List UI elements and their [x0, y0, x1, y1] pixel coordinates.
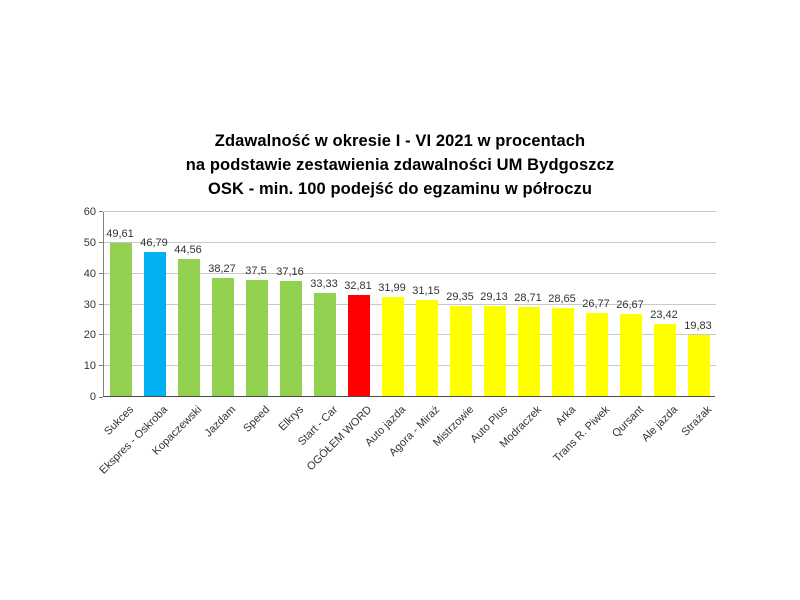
chart-title: Zdawalność w okresie I - VI 2021 w proce… [0, 129, 800, 201]
gridline [104, 241, 716, 243]
y-tick-label: 50 [83, 236, 96, 249]
gridline [104, 365, 716, 367]
gridline [104, 272, 716, 274]
bar [654, 323, 676, 396]
bar-value-label: 26,77 [582, 298, 610, 311]
gridline [104, 334, 716, 336]
y-tick-label: 60 [83, 206, 96, 218]
bar [348, 294, 370, 396]
bar [144, 251, 166, 396]
bar-value-label: 38,27 [208, 263, 236, 275]
y-tick-label: 0 [89, 391, 96, 403]
bar-value-label: 31,15 [412, 284, 440, 297]
y-tick-mark [99, 241, 103, 243]
bar [586, 313, 608, 396]
bar [518, 307, 540, 396]
bar-value-label: 29,13 [480, 291, 508, 304]
y-tick-label: 30 [83, 298, 96, 311]
y-tick-mark [99, 334, 103, 336]
y-tick-label: 40 [83, 267, 96, 280]
bar [280, 281, 302, 396]
chart-title-line-3: OSK - min. 100 podejść do egzaminu w pół… [207, 180, 593, 198]
chart-title-line-2: na podstawie zestawienia zdawalności UM … [185, 156, 615, 174]
y-tick-label: 20 [83, 329, 96, 342]
y-tick-mark [99, 272, 103, 274]
y-tick-mark [99, 211, 103, 212]
y-tick-mark [99, 397, 103, 398]
bar [382, 297, 404, 396]
bar [178, 258, 200, 396]
bar-value-label: 49,61 [106, 228, 134, 241]
y-tick-label: 10 [83, 360, 96, 373]
bar-value-label: 31,99 [378, 282, 406, 295]
bar [110, 243, 132, 396]
bar [314, 293, 336, 396]
bar-value-label: 19,83 [684, 319, 712, 332]
gridline [104, 303, 716, 305]
bar-value-label: 37,5 [245, 265, 267, 278]
gridline [104, 211, 716, 212]
bar-value-label: 33,33 [310, 278, 338, 291]
bar-value-label: 44,56 [174, 243, 202, 256]
plot-area [103, 211, 716, 397]
bar-value-label: 29,35 [446, 290, 474, 303]
bar [620, 313, 642, 396]
bar [450, 305, 472, 396]
chart-title-line-1: Zdawalność w okresie I - VI 2021 w proce… [214, 132, 586, 150]
bar [212, 278, 234, 396]
bar-value-label: 28,65 [548, 292, 576, 305]
bar [246, 280, 268, 396]
y-tick-mark [99, 303, 103, 305]
bar [416, 299, 438, 396]
bar-value-label: 46,79 [140, 236, 168, 249]
bar-value-label: 28,71 [514, 292, 542, 305]
bar [552, 307, 574, 396]
bar-value-label: 37,16 [276, 266, 304, 279]
bar-value-label: 32,81 [344, 279, 372, 292]
bar [484, 306, 506, 396]
y-tick-mark [99, 365, 103, 367]
bar-value-label: 26,67 [616, 298, 644, 311]
bar-value-label: 23,42 [650, 308, 678, 321]
bar [688, 334, 710, 396]
